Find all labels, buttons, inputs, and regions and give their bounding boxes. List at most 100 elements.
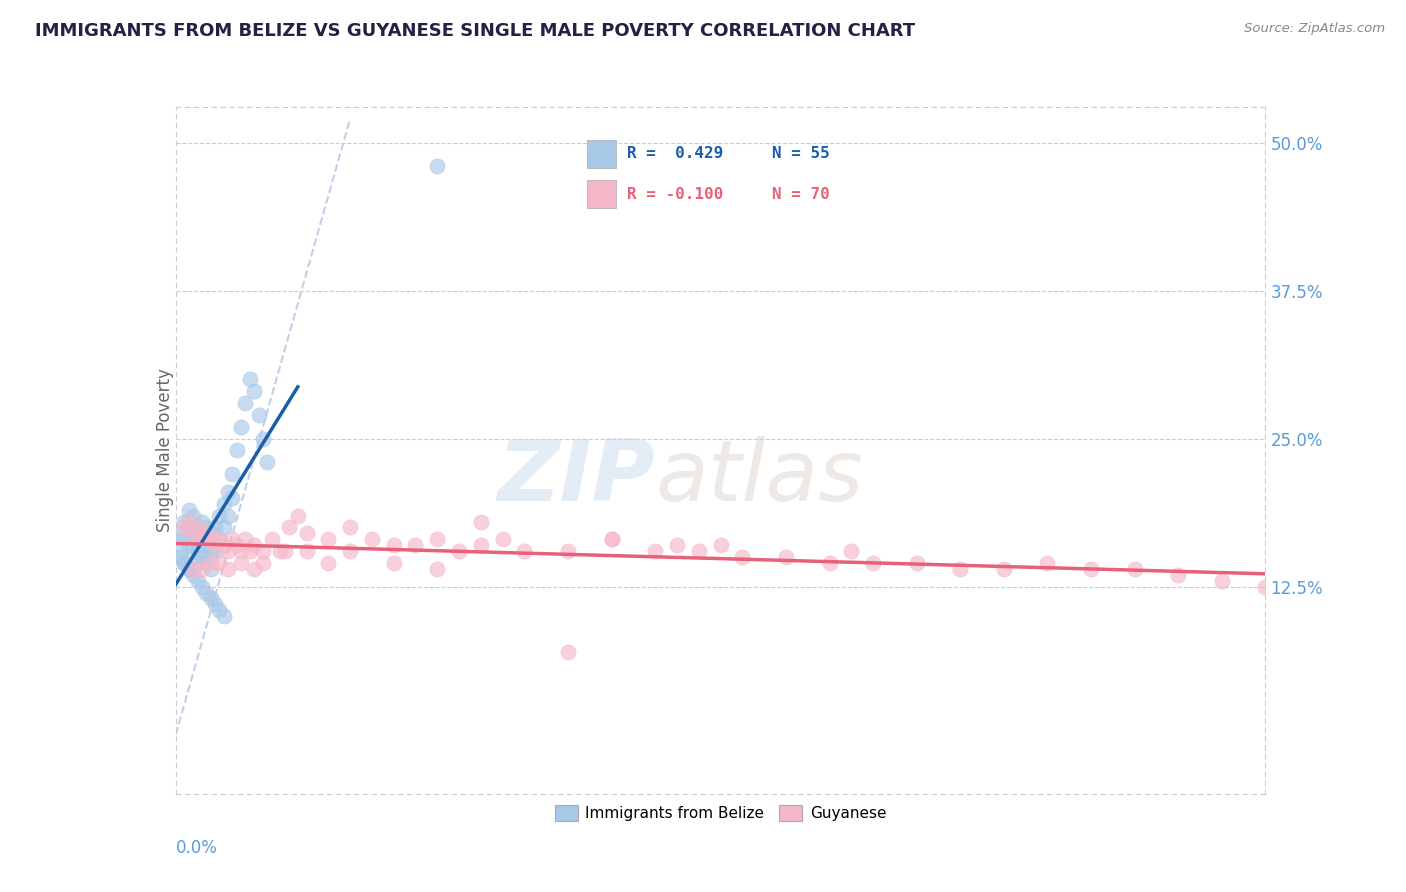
Point (221, 491, 243, 505)
Point (208, 533, 231, 547)
Point (231, 544, 253, 558)
Point (191, 562, 214, 576)
Point (382, 538, 405, 552)
Point (169, 544, 191, 558)
Text: atlas: atlas (655, 436, 863, 519)
Point (177, 515, 200, 529)
Point (269, 544, 291, 558)
Point (557, 544, 579, 558)
Point (666, 538, 689, 552)
Point (217, 562, 239, 576)
Point (243, 562, 266, 576)
Point (191, 515, 214, 529)
Point (1123, 562, 1146, 576)
Point (204, 544, 226, 558)
Point (231, 556, 253, 570)
Point (287, 508, 309, 523)
Point (186, 520, 209, 534)
Text: IMMIGRANTS FROM BELIZE VS GUYANESE SINGLE MALE POVERTY CORRELATION CHART: IMMIGRANTS FROM BELIZE VS GUYANESE SINGL… (35, 22, 915, 40)
Point (181, 567, 204, 582)
Text: ZIP: ZIP (498, 436, 655, 519)
Point (339, 520, 361, 534)
Point (186, 574, 209, 588)
Point (905, 556, 928, 570)
Point (217, 508, 239, 523)
Point (173, 556, 195, 570)
Point (688, 544, 710, 558)
Point (382, 556, 405, 570)
Point (212, 609, 235, 624)
Point (1254, 580, 1277, 594)
Legend: Immigrants from Belize, Guyanese: Immigrants from Belize, Guyanese (548, 799, 893, 828)
Text: Source: ZipAtlas.com: Source: ZipAtlas.com (1244, 22, 1385, 36)
Point (278, 520, 301, 534)
Point (217, 484, 239, 499)
Point (274, 544, 297, 558)
Point (173, 515, 195, 529)
Point (710, 538, 733, 552)
Point (295, 544, 318, 558)
Point (295, 526, 318, 541)
Point (204, 598, 226, 612)
Point (200, 562, 222, 576)
Point (993, 562, 1015, 576)
Point (208, 533, 231, 547)
Point (195, 538, 218, 552)
Point (195, 526, 218, 541)
Point (173, 520, 195, 534)
Point (195, 585, 218, 599)
Point (181, 562, 204, 576)
Point (231, 419, 253, 434)
Point (212, 538, 235, 552)
Point (200, 526, 222, 541)
Point (644, 544, 666, 558)
Point (239, 544, 262, 558)
Point (243, 384, 266, 399)
Point (513, 544, 536, 558)
Point (260, 533, 283, 547)
Point (177, 502, 200, 516)
Point (221, 467, 243, 482)
Point (426, 562, 449, 576)
Point (200, 591, 222, 606)
Point (212, 497, 235, 511)
Point (200, 544, 222, 558)
Point (225, 443, 247, 458)
Point (447, 544, 470, 558)
Point (186, 544, 209, 558)
Point (841, 544, 863, 558)
Point (177, 538, 200, 552)
Point (426, 159, 449, 173)
Point (186, 556, 209, 570)
Point (247, 408, 270, 422)
Point (217, 544, 239, 558)
Point (1211, 574, 1233, 588)
Point (256, 455, 278, 469)
Point (177, 520, 200, 534)
Point (181, 508, 204, 523)
Point (169, 526, 191, 541)
Text: 0.0%: 0.0% (176, 838, 218, 856)
Point (181, 526, 204, 541)
Point (235, 396, 257, 410)
Point (731, 549, 754, 564)
Point (177, 562, 200, 576)
Point (239, 372, 262, 386)
Point (360, 533, 382, 547)
Point (191, 533, 214, 547)
Point (470, 538, 492, 552)
Point (181, 544, 204, 558)
Point (1036, 556, 1059, 570)
Point (243, 538, 266, 552)
Point (1167, 567, 1189, 582)
Point (775, 549, 797, 564)
Point (177, 562, 200, 576)
Point (191, 533, 214, 547)
Point (339, 544, 361, 558)
Point (191, 580, 214, 594)
Point (208, 556, 231, 570)
Point (426, 533, 449, 547)
Point (186, 520, 209, 534)
Point (173, 533, 195, 547)
Point (169, 549, 191, 564)
